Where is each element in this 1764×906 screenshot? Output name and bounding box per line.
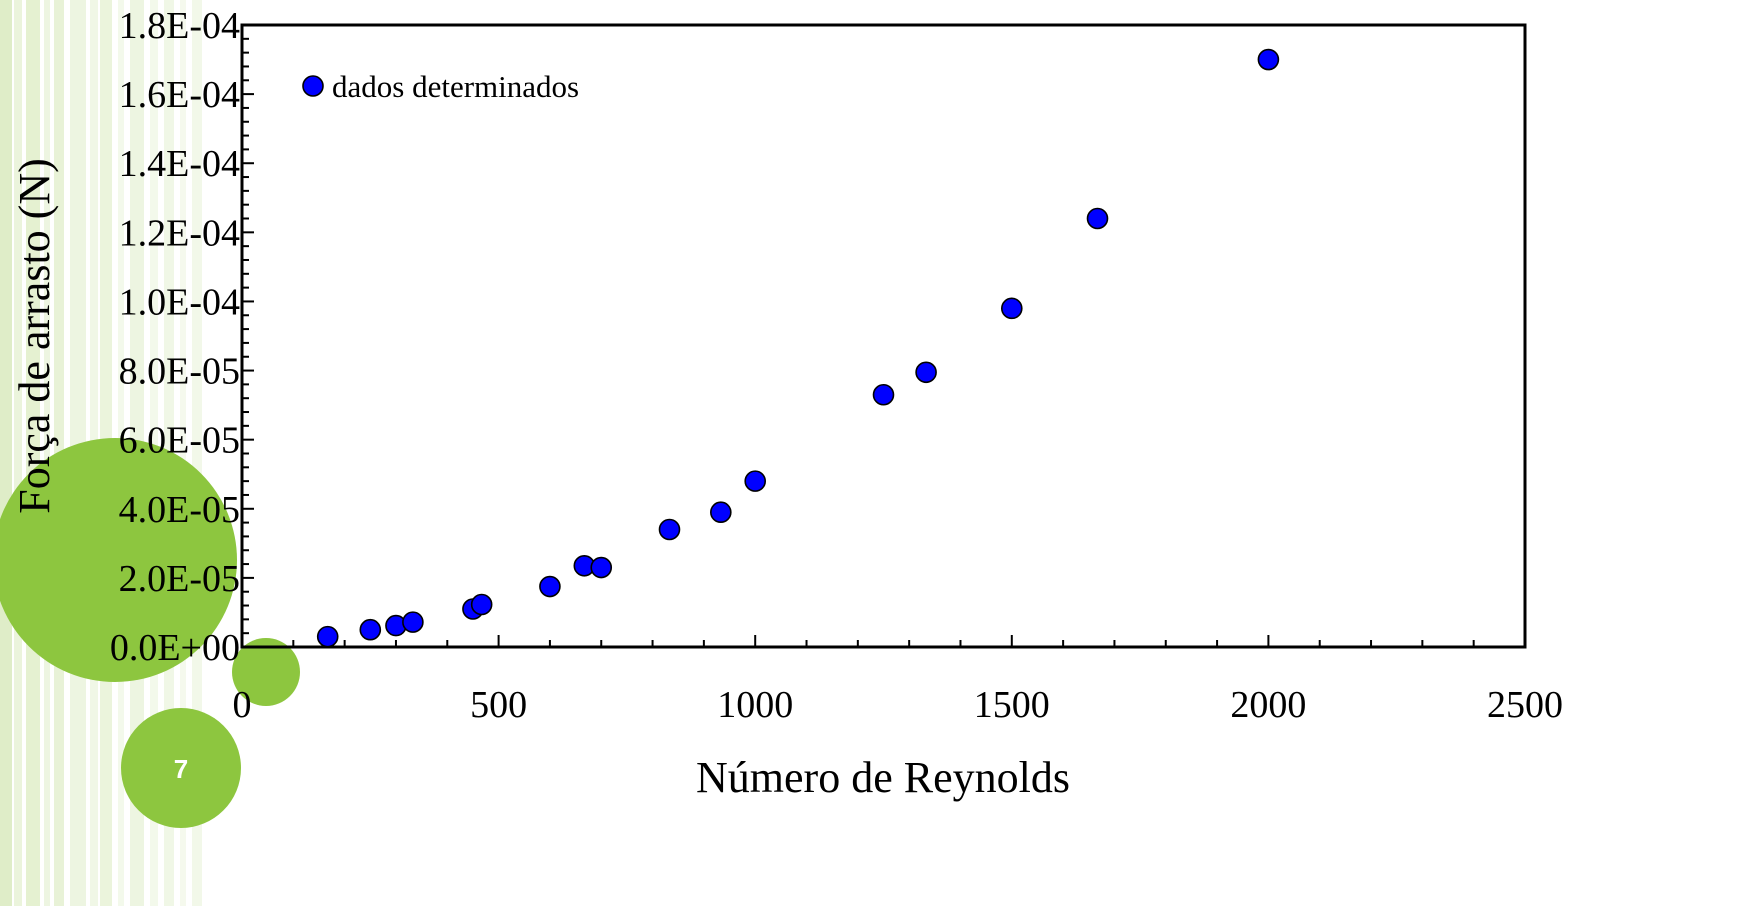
stripe-1 bbox=[14, 0, 22, 906]
data-point bbox=[1000, 297, 1023, 320]
y-tick-label: 4.0E-05 bbox=[119, 489, 240, 531]
y-tick-label: 0.0E+00 bbox=[110, 627, 240, 669]
y-tick-label: 6.0E-05 bbox=[119, 420, 240, 462]
chart-axes bbox=[240, 23, 1527, 649]
stripe-12 bbox=[180, 0, 186, 906]
y-tick-label: 8.0E-05 bbox=[119, 351, 240, 393]
data-point bbox=[915, 361, 937, 384]
y-tick-label: 2.0E-05 bbox=[119, 558, 240, 600]
page-number-badge: 7 bbox=[121, 708, 241, 828]
data-point bbox=[402, 611, 424, 633]
x-tick-label: 0 bbox=[233, 684, 252, 726]
large-green-circle bbox=[0, 438, 237, 682]
data-point bbox=[744, 470, 767, 492]
data-point bbox=[1086, 207, 1109, 230]
y-tick-label: 1.2E-04 bbox=[119, 212, 240, 254]
data-point bbox=[872, 383, 895, 406]
data-point bbox=[590, 556, 613, 579]
x-tick-label: 1000 bbox=[717, 684, 793, 726]
data-points bbox=[316, 48, 1280, 648]
small-green-circle bbox=[232, 638, 300, 706]
y-tick-label: 1.6E-04 bbox=[119, 74, 240, 116]
stripe-13 bbox=[192, 0, 202, 906]
y-tick-labels: 0.0E+00 2.0E-05 4.0E-05 6.0E-05 8.0E-05 1.0E-… bbox=[110, 5, 240, 669]
data-point bbox=[316, 625, 339, 648]
y-tick-label: 1.0E-04 bbox=[119, 281, 240, 323]
legend-marker bbox=[302, 75, 324, 97]
data-point bbox=[658, 518, 681, 541]
plot-frame bbox=[240, 23, 1527, 649]
scatter-chart: 0.0E+00 2.0E-05 4.0E-05 6.0E-05 8.0E-05 1.0E-… bbox=[10, 5, 1563, 802]
x-tick-label: 500 bbox=[470, 684, 527, 726]
data-point bbox=[1257, 48, 1280, 71]
data-point bbox=[470, 593, 493, 616]
y-tick-label: 1.4E-04 bbox=[119, 143, 240, 185]
x-tick-label: 2000 bbox=[1230, 684, 1306, 726]
data-point bbox=[359, 618, 382, 641]
legend: dados determinados bbox=[302, 69, 579, 104]
x-tick-label: 2500 bbox=[1487, 684, 1563, 726]
stripe-0 bbox=[0, 0, 12, 906]
data-point bbox=[710, 501, 732, 524]
y-axis-title: Força de arrasto (N) bbox=[10, 158, 59, 514]
page-number-circle bbox=[121, 708, 241, 828]
stripe-2 bbox=[26, 0, 40, 906]
x-tick-label: 1500 bbox=[974, 684, 1050, 726]
stripe-3 bbox=[44, 0, 50, 906]
slide-decoration bbox=[0, 0, 300, 906]
page-number: 7 bbox=[174, 754, 188, 784]
x-tick-labels: 0 500 1000 1500 2000 2500 bbox=[233, 684, 1564, 726]
data-point bbox=[539, 575, 561, 598]
legend-label: dados determinados bbox=[332, 69, 579, 104]
x-axis-title: Número de Reynolds bbox=[696, 753, 1070, 802]
axis-ticks bbox=[241, 24, 1526, 648]
y-tick-label: 1.8E-04 bbox=[119, 5, 240, 47]
